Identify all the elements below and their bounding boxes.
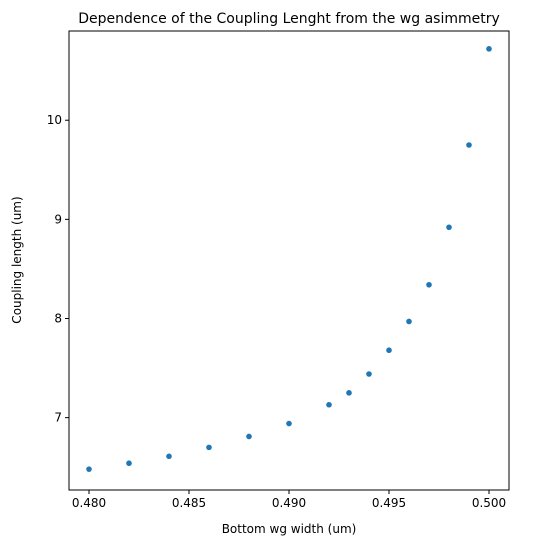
- points-layer: [86, 46, 492, 472]
- y-axis-label: Coupling length (um): [10, 196, 24, 323]
- data-point: [366, 371, 372, 377]
- data-point: [126, 460, 132, 467]
- x-axis: 0.480 0.485 0.490 0.495 0.500: [72, 490, 506, 510]
- chart-title: Dependence of the Coupling Lenght from t…: [78, 11, 500, 27]
- data-point: [446, 224, 452, 231]
- data-point: [426, 281, 432, 288]
- data-point: [386, 347, 392, 354]
- data-point: [346, 390, 352, 396]
- x-tick-label: 0.485: [172, 496, 206, 510]
- x-tick-label: 0.480: [72, 496, 106, 510]
- x-tick-label: 0.500: [472, 496, 506, 510]
- y-tick-label: 9: [54, 212, 62, 226]
- data-point: [286, 420, 292, 427]
- data-point: [86, 466, 92, 472]
- y-axis: 7 8 9 10: [47, 113, 69, 425]
- x-tick-label: 0.490: [272, 496, 306, 510]
- data-point: [406, 318, 412, 325]
- data-point: [486, 46, 492, 52]
- y-tick-label: 8: [54, 311, 62, 325]
- data-point: [466, 142, 472, 148]
- data-point: [206, 444, 212, 451]
- x-tick-label: 0.495: [372, 496, 406, 510]
- x-axis-label: Bottom wg width (um): [222, 522, 357, 536]
- data-point: [166, 453, 172, 460]
- data-point: [246, 433, 252, 440]
- y-tick-label: 7: [54, 411, 62, 425]
- y-tick-label: 10: [47, 113, 62, 127]
- data-point: [326, 401, 332, 408]
